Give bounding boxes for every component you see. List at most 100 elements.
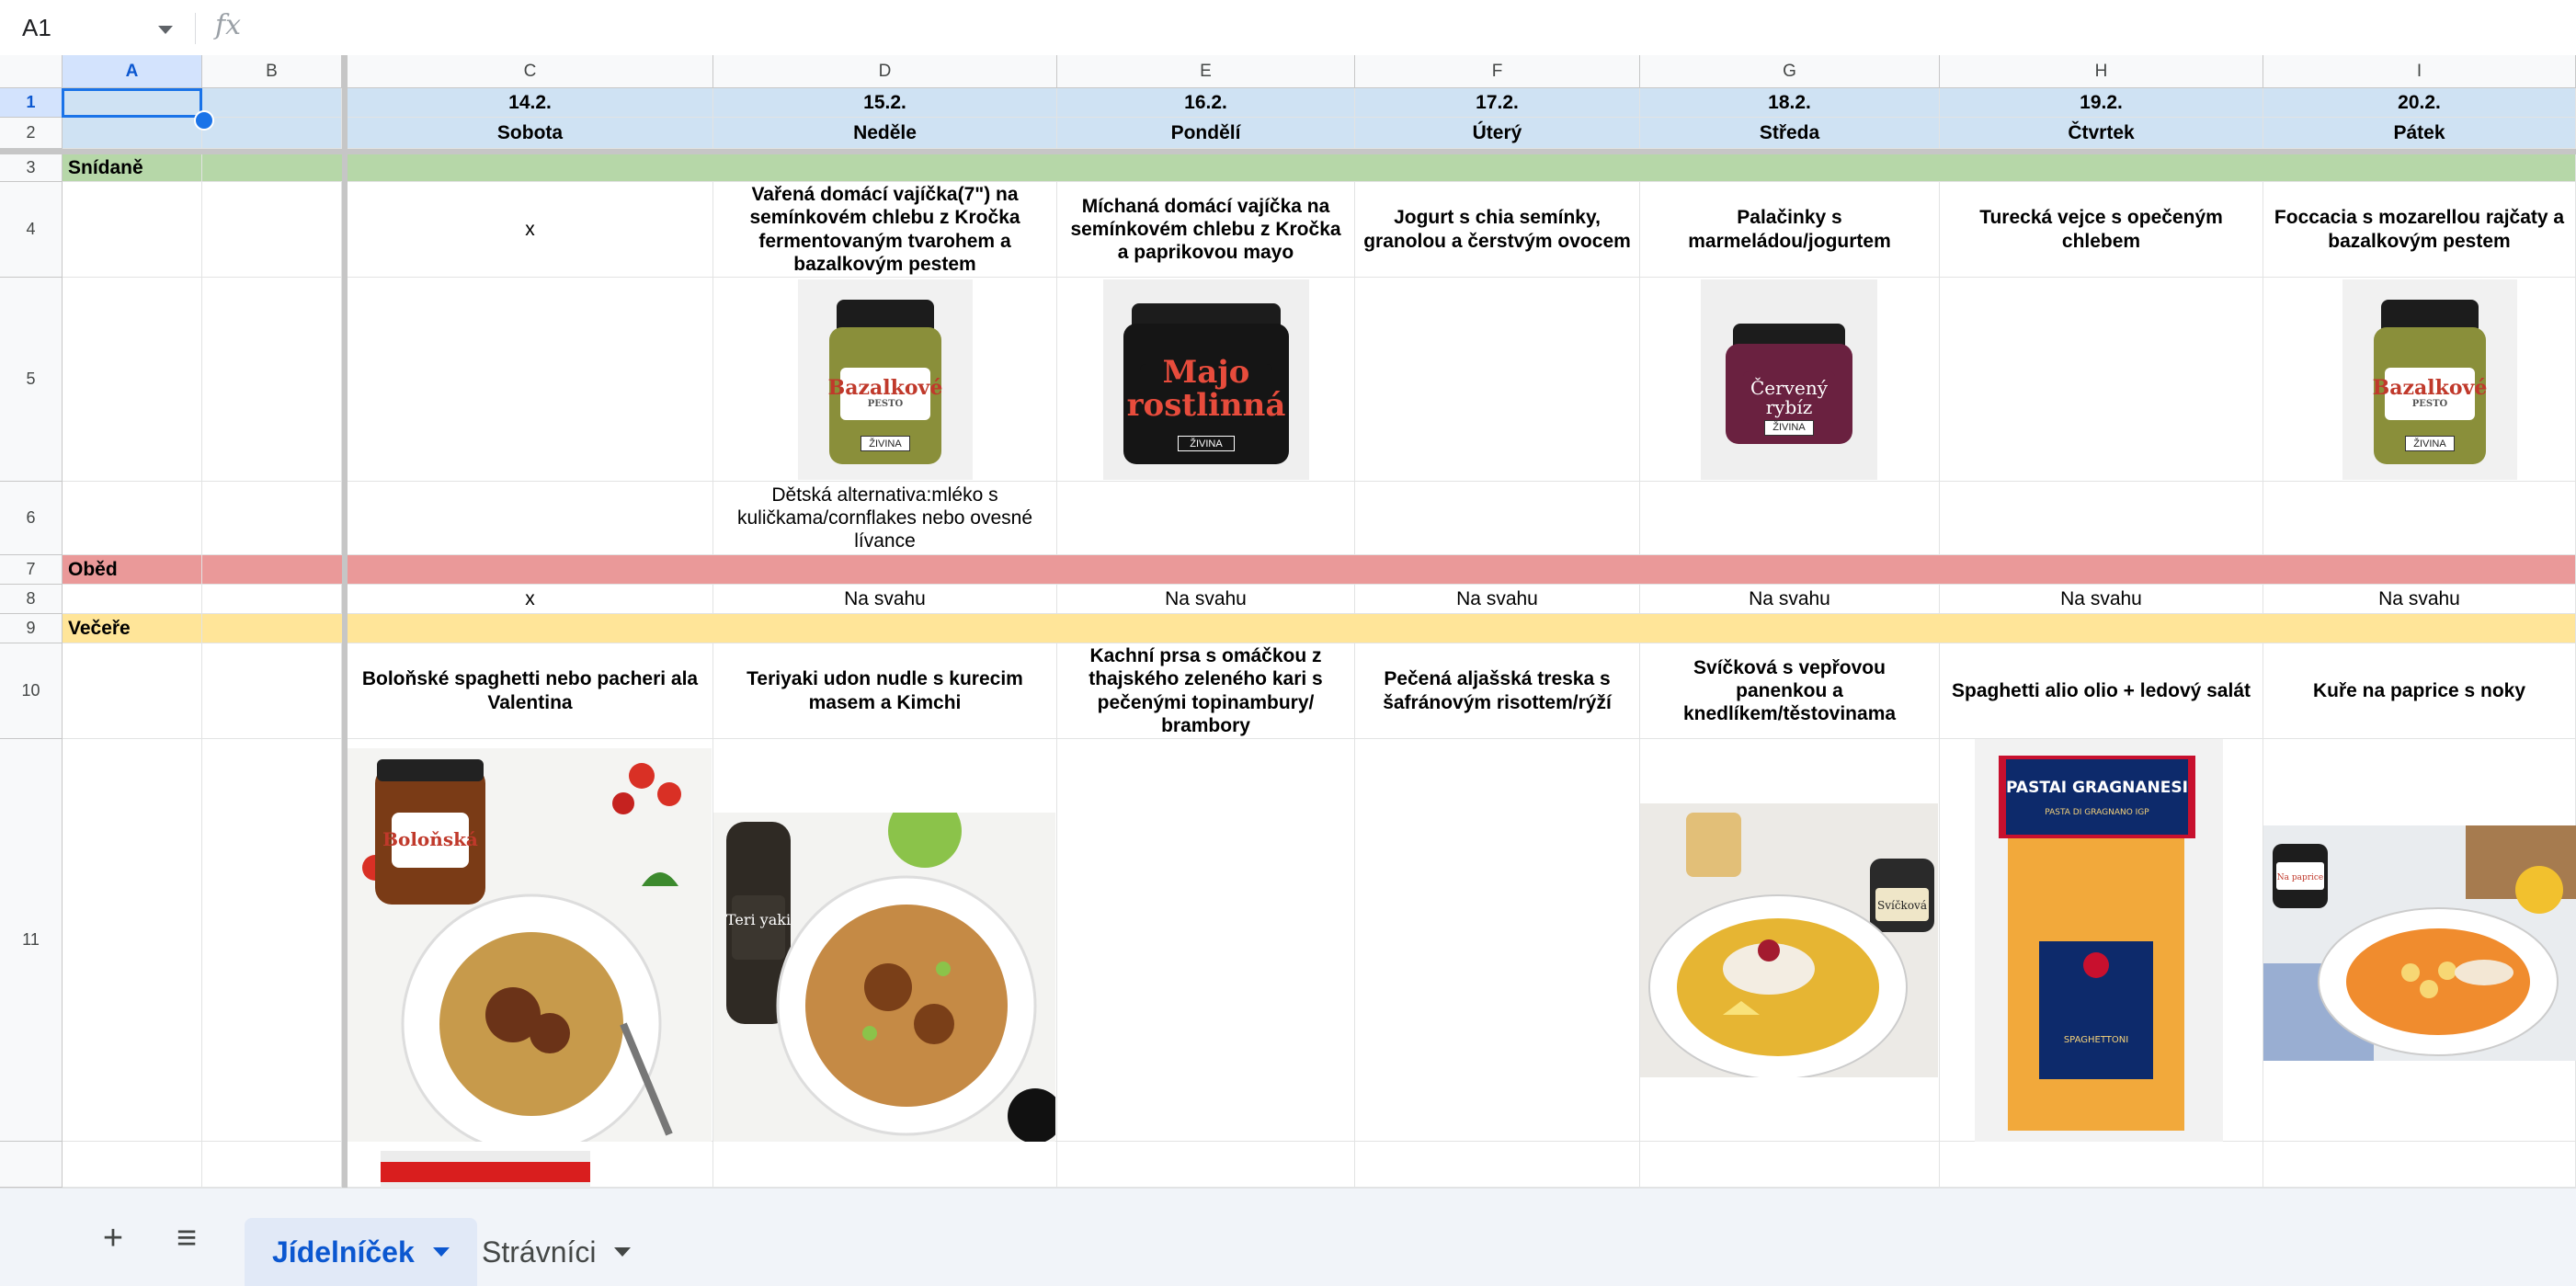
day-cell[interactable]: Čtvrtek — [1940, 118, 2263, 149]
fill-handle[interactable] — [194, 110, 214, 131]
breakfast-cell[interactable]: Míchaná domácí vajíčka na semínkovém chl… — [1057, 182, 1355, 278]
dinner-cell[interactable]: Pečená aljašská treska s šafránovým riso… — [1355, 643, 1640, 739]
breakfast-cell[interactable]: Palačinky s marmeládou/jogurtem — [1640, 182, 1940, 278]
dinner-band[interactable] — [202, 614, 2576, 643]
column-header-c[interactable]: C — [348, 55, 713, 88]
cell-d5[interactable] — [713, 278, 1057, 482]
lunch-cell[interactable]: Na svahu — [1640, 585, 1940, 614]
teriyaki-photo[interactable]: Teri yaki — [713, 813, 1055, 1142]
chevron-down-icon[interactable] — [158, 26, 173, 34]
dinner-cell[interactable]: Kachní prsa s omáčkou z thajského zelené… — [1057, 643, 1355, 739]
date-cell[interactable]: 19.2. — [1940, 88, 2263, 118]
row-header-6[interactable]: 6 — [0, 482, 63, 555]
row-header-3[interactable]: 3 — [0, 154, 63, 182]
cell-b11[interactable] — [202, 739, 342, 1142]
cell-e12[interactable] — [1057, 1142, 1355, 1188]
dinner-cell[interactable]: Boloňské spaghetti nebo pacheri ala Vale… — [348, 643, 713, 739]
cell-a6[interactable] — [63, 482, 202, 555]
row-header-12[interactable] — [0, 1142, 63, 1188]
cell-b2[interactable] — [202, 118, 342, 149]
cell-h12[interactable] — [1940, 1142, 2263, 1188]
chevron-down-icon[interactable] — [432, 1247, 450, 1257]
breakfast-cell[interactable]: x — [348, 182, 713, 278]
pesto-jar-image[interactable]: Bazalkové PESTO ŽIVINA — [798, 279, 973, 480]
row-header-1[interactable]: 1 — [0, 88, 63, 118]
select-all-corner[interactable] — [0, 55, 63, 88]
cell-g11[interactable] — [1640, 739, 1940, 1142]
mayo-jar-image[interactable]: Majo rostlinná ŽIVINA — [1103, 279, 1309, 480]
row-header-5[interactable]: 5 — [0, 278, 63, 482]
day-cell[interactable]: Pondělí — [1057, 118, 1355, 149]
cell-i6[interactable] — [2263, 482, 2576, 555]
dinner-cell[interactable]: Teriyaki udon nudle s kurecim masem a Ki… — [713, 643, 1057, 739]
date-cell[interactable]: 18.2. — [1640, 88, 1940, 118]
section-lunch[interactable]: Oběd — [63, 555, 202, 585]
lunch-cell[interactable]: Na svahu — [1057, 585, 1355, 614]
cell-e6[interactable] — [1057, 482, 1355, 555]
cell-e11[interactable] — [1057, 739, 1355, 1142]
cell-f12[interactable] — [1355, 1142, 1640, 1188]
lunch-cell[interactable]: x — [348, 585, 713, 614]
kids-alternative-cell[interactable]: Dětská alternativa:mléko s kuličkama/cor… — [713, 482, 1057, 555]
cell-b12[interactable] — [202, 1142, 342, 1188]
cell-b4[interactable] — [202, 182, 342, 278]
cell-i12[interactable] — [2263, 1142, 2576, 1188]
day-cell[interactable]: Středa — [1640, 118, 1940, 149]
column-header-e[interactable]: E — [1057, 55, 1355, 88]
chicken-paprika-photo[interactable]: Na paprice — [2263, 825, 2576, 1061]
cell-h5[interactable] — [1940, 278, 2263, 482]
sheet-tab-stravnici[interactable]: Strávníci — [454, 1218, 658, 1286]
column-header-h[interactable]: H — [1940, 55, 2263, 88]
row-header-11[interactable]: 11 — [0, 739, 63, 1142]
cell-f11[interactable] — [1355, 739, 1640, 1142]
cell-a12[interactable] — [63, 1142, 202, 1188]
lunch-band[interactable] — [202, 555, 2576, 585]
jam-jar-image[interactable]: Červený rybíz ŽIVINA — [1701, 279, 1877, 480]
section-dinner[interactable]: Večeře — [63, 614, 202, 643]
lunch-cell[interactable]: Na svahu — [713, 585, 1057, 614]
pasta-package-photo[interactable]: PASTAI GRAGNANESI PASTA DI GRAGNANO IGP … — [1975, 739, 2223, 1142]
dinner-cell[interactable]: Svíčková s vepřovou panenkou a knedlíkem… — [1640, 643, 1940, 739]
date-cell[interactable]: 17.2. — [1355, 88, 1640, 118]
cell-b8[interactable] — [202, 585, 342, 614]
formula-input[interactable] — [267, 11, 2547, 44]
row-header-2[interactable]: 2 — [0, 118, 63, 149]
row-header-7[interactable]: 7 — [0, 555, 63, 585]
column-header-f[interactable]: F — [1355, 55, 1640, 88]
chevron-down-icon[interactable] — [614, 1247, 632, 1257]
all-sheets-menu-icon[interactable]: ≡ — [176, 1218, 198, 1258]
row-header-8[interactable]: 8 — [0, 585, 63, 614]
cell-f5[interactable] — [1355, 278, 1640, 482]
date-cell[interactable]: 15.2. — [713, 88, 1057, 118]
column-header-i[interactable]: I — [2263, 55, 2576, 88]
cell-a1[interactable] — [63, 88, 202, 118]
cell-a10[interactable] — [63, 643, 202, 739]
day-cell[interactable]: Sobota — [348, 118, 713, 149]
day-cell[interactable]: Pátek — [2263, 118, 2576, 149]
breakfast-cell[interactable]: Turecká vejce s opečeným chlebem — [1940, 182, 2263, 278]
section-breakfast[interactable]: Snídaně — [63, 154, 202, 182]
cell-g5[interactable] — [1640, 278, 1940, 482]
day-cell[interactable]: Neděle — [713, 118, 1057, 149]
cell-f6[interactable] — [1355, 482, 1640, 555]
date-cell[interactable]: 16.2. — [1057, 88, 1355, 118]
spreadsheet-grid[interactable]: A B C D E F G H I 1 2 3 4 5 6 7 8 9 10 1… — [0, 55, 2576, 1188]
date-cell[interactable]: 14.2. — [348, 88, 713, 118]
cell-b1[interactable] — [202, 88, 342, 118]
frozen-column-divider[interactable] — [342, 55, 348, 1188]
cell-b10[interactable] — [202, 643, 342, 739]
cell-g6[interactable] — [1640, 482, 1940, 555]
cell-e5[interactable] — [1057, 278, 1355, 482]
cell-c5[interactable] — [348, 278, 713, 482]
frozen-row-divider[interactable] — [0, 149, 2576, 154]
breakfast-cell[interactable]: Jogurt s chia semínky, granolou a čerstv… — [1355, 182, 1640, 278]
cell-g12[interactable] — [1640, 1142, 1940, 1188]
column-header-d[interactable]: D — [713, 55, 1057, 88]
cell-a11[interactable] — [63, 739, 202, 1142]
bolognese-photo[interactable]: Boloňská — [348, 748, 712, 1142]
cell-a2[interactable] — [63, 118, 202, 149]
lunch-cell[interactable]: Na svahu — [1355, 585, 1640, 614]
pesto-jar-image[interactable]: Bazalkové PESTO ŽIVINA — [2342, 279, 2517, 480]
lunch-cell[interactable]: Na svahu — [1940, 585, 2263, 614]
cell-a8[interactable] — [63, 585, 202, 614]
